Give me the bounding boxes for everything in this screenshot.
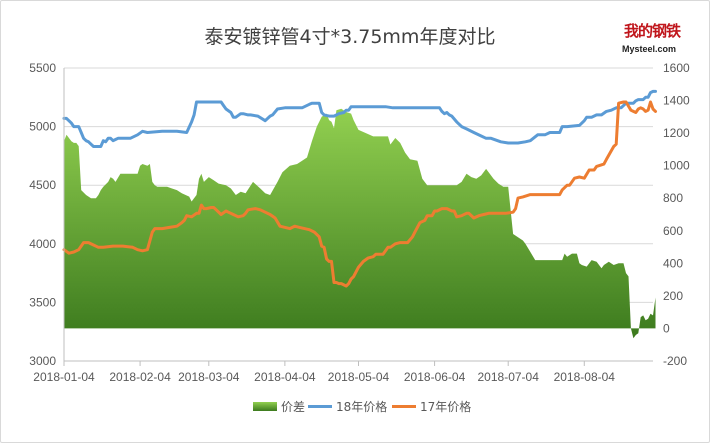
y-right-tick-label: 200 [663, 289, 683, 303]
y-right-tick-label: 400 [663, 256, 683, 270]
x-tick-label: 2018-01-04 [33, 370, 95, 384]
y-left-tick-label: 4000 [29, 237, 56, 251]
y-right-tick-label: 0 [663, 321, 670, 335]
spread-area [64, 108, 656, 339]
chart-title: 泰安镀锌管4寸*3.75mm年度对比 [204, 26, 496, 48]
y-left-tick-label: 4500 [29, 178, 56, 192]
axes-layer: 3000 3500 4000 4500 5000 5500 -200 0 200 400 600 80… [29, 61, 690, 384]
y-right-tick-label: 1200 [663, 126, 690, 140]
x-tick-label: 2018-08-04 [554, 370, 616, 384]
y-right-tick-label: 1400 [663, 94, 690, 108]
chart-legend: 价差 18年价格 17年价格 [0, 398, 710, 418]
y-left-tick-label: 5500 [29, 61, 56, 75]
logo-english-text: Mysteel.com [622, 44, 677, 54]
y-right-tick-label: 800 [663, 191, 683, 205]
y-right-tick-label: 1000 [663, 159, 690, 173]
legend-label-spread: 价差 [281, 400, 306, 414]
price-lines-layer [62, 89, 657, 288]
y-left-tick-label: 5000 [29, 120, 56, 134]
logo-chinese-text: 我的钢铁 [624, 22, 681, 40]
x-tick-label: 2018-04-04 [254, 370, 316, 384]
legend-swatch-2017 [392, 405, 416, 408]
x-tick-label: 2018-07-04 [478, 370, 540, 384]
x-tick-label: 2018-05-04 [328, 370, 390, 384]
mysteel-logo: 我的钢铁 Mysteel.com [618, 20, 681, 60]
spread-area-layer [64, 108, 656, 339]
y-left-tick-label: 3000 [29, 354, 56, 368]
legend-label-2018: 18年价格 [336, 400, 388, 414]
legend-label-2017: 17年价格 [420, 400, 472, 414]
y-right-tick-label: 600 [663, 224, 683, 238]
legend-swatch-spread [253, 402, 277, 411]
y-right-tick-label: -200 [663, 354, 687, 368]
legend-swatch-2018 [308, 405, 332, 408]
price-2018-line [62, 89, 657, 148]
y-right-tick-label: 1600 [663, 61, 690, 75]
x-tick-label: 2018-02-04 [109, 370, 171, 384]
x-tick-label: 2018-06-04 [404, 370, 466, 384]
x-tick-label: 2018-03-04 [178, 370, 240, 384]
price-2017-line [62, 100, 657, 288]
y-left-tick-label: 3500 [29, 295, 56, 309]
